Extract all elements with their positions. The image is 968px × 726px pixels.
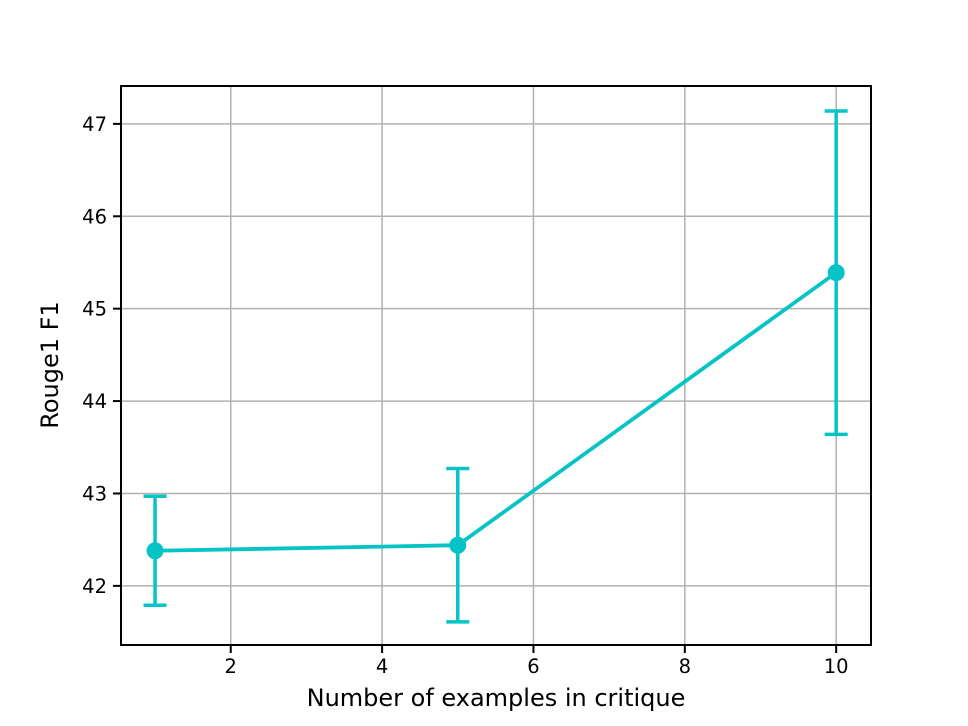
y-tick-label: 47 xyxy=(82,113,107,136)
data-point-marker xyxy=(449,536,467,554)
y-tick-label: 43 xyxy=(82,482,107,505)
data-point-marker xyxy=(146,542,164,560)
x-tick-label: 10 xyxy=(824,655,849,678)
y-tick-label: 44 xyxy=(82,390,107,413)
x-tick-label: 8 xyxy=(679,655,691,678)
x-tick-label: 4 xyxy=(376,655,388,678)
y-tick-label: 42 xyxy=(82,575,107,598)
y-tick-label: 46 xyxy=(82,205,107,228)
data-line xyxy=(153,270,839,553)
axes-frame xyxy=(120,85,872,646)
data-point-marker xyxy=(827,264,845,282)
y-axis-label: Rouge1 F1 xyxy=(36,301,64,429)
x-tick-label: 6 xyxy=(527,655,539,678)
x-tick-label: 2 xyxy=(225,655,237,678)
y-tick-label: 45 xyxy=(82,298,107,321)
x-axis-label: Number of examples in critique xyxy=(306,684,686,712)
